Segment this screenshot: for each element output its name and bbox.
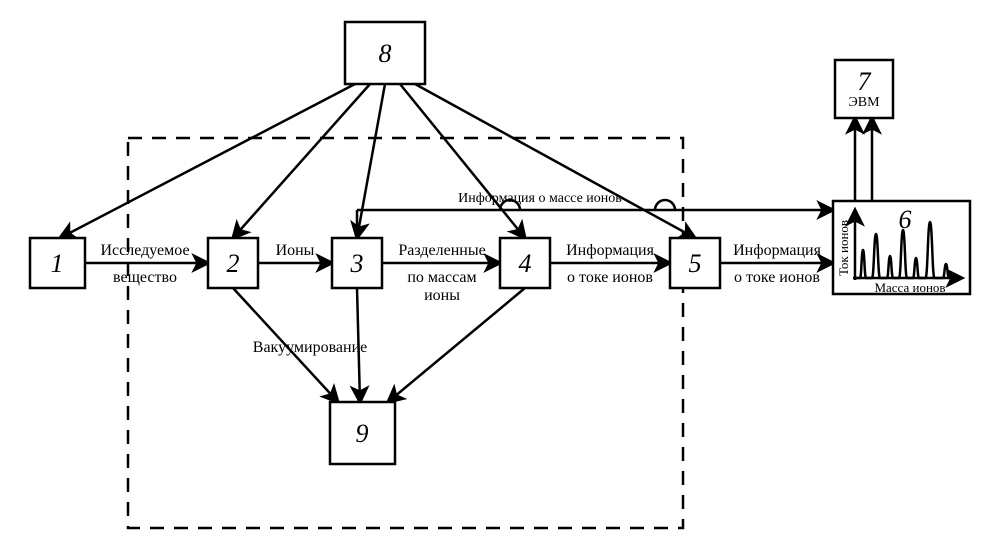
node-3: 3 [332, 210, 382, 288]
edge-mass-info: Информация о массе ионов [357, 191, 833, 210]
label-mass-info: Информация о массе ионов [458, 191, 622, 206]
node-6-chart: Ток ионов Масса ионов 6 [833, 201, 970, 295]
label-e45a: Информация [566, 242, 654, 259]
label-e34a: Разделенные [398, 242, 485, 259]
label-e23: Ионы [276, 242, 315, 259]
node-5: 5 [670, 238, 720, 288]
node-4: 4 [500, 238, 550, 288]
label-e34b: по массам [407, 269, 476, 286]
chart-x-label: Масса ионов [874, 280, 945, 295]
svg-text:1: 1 [51, 249, 64, 278]
label-vac: Вакуумирование [253, 339, 367, 356]
node-7: 7 ЭВМ [835, 60, 893, 118]
label-e12b: вещество [113, 269, 177, 286]
label-e56b: о токе ионов [734, 269, 820, 286]
label-e45b: о токе ионов [567, 269, 653, 286]
svg-text:6: 6 [899, 205, 912, 234]
svg-text:3: 3 [350, 249, 364, 278]
node-1: 1 [30, 238, 85, 288]
svg-text:5: 5 [689, 249, 702, 278]
edges-from-8 [60, 84, 695, 238]
chart-y-label: Ток ионов [836, 220, 851, 276]
svg-text:4: 4 [519, 249, 532, 278]
node-9: 9 [330, 402, 395, 464]
svg-text:2: 2 [227, 249, 240, 278]
svg-text:8: 8 [379, 39, 392, 68]
edges-to-7 [855, 118, 872, 201]
svg-text:7: 7 [858, 67, 872, 96]
label-e56a: Информация [733, 242, 821, 259]
node-2: 2 [208, 238, 258, 288]
label-e12a: Исследуемое [100, 242, 189, 259]
svg-text:9: 9 [356, 419, 369, 448]
node-8: 8 [345, 22, 425, 84]
label-e34c: ионы [424, 287, 460, 304]
svg-text:ЭВМ: ЭВМ [848, 95, 880, 110]
